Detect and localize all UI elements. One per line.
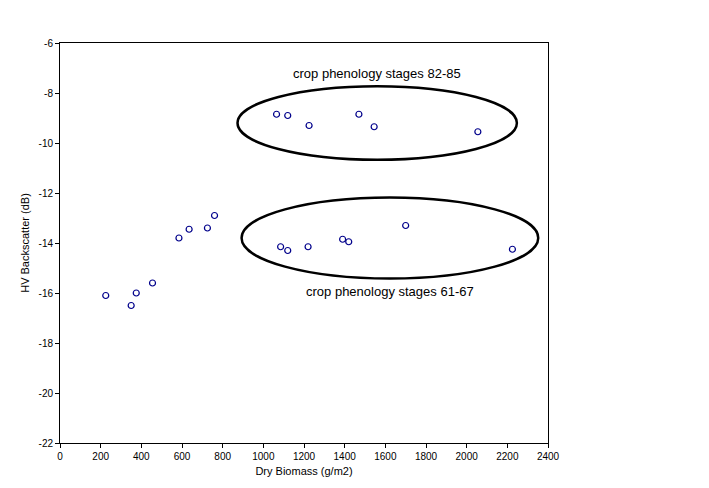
svg-text:800: 800	[214, 451, 231, 462]
svg-text:-10: -10	[39, 138, 54, 149]
svg-text:-8: -8	[44, 88, 53, 99]
svg-text:crop phenology stages 61-67: crop phenology stages 61-67	[306, 284, 474, 299]
svg-text:1400: 1400	[334, 451, 357, 462]
svg-text:HV Backscatter (dB): HV Backscatter (dB)	[19, 193, 31, 293]
svg-text:2200: 2200	[496, 451, 519, 462]
svg-text:200: 200	[92, 451, 109, 462]
svg-text:400: 400	[133, 451, 150, 462]
svg-text:Dry Biomass (g/m2): Dry Biomass (g/m2)	[255, 465, 352, 477]
svg-text:1200: 1200	[293, 451, 316, 462]
svg-text:-12: -12	[39, 188, 54, 199]
svg-text:-14: -14	[39, 238, 54, 249]
svg-text:1000: 1000	[252, 451, 275, 462]
svg-text:-16: -16	[39, 288, 54, 299]
svg-text:1800: 1800	[415, 451, 438, 462]
svg-text:-6: -6	[44, 38, 53, 49]
svg-text:-20: -20	[39, 388, 54, 399]
svg-text:1600: 1600	[374, 451, 397, 462]
svg-text:600: 600	[174, 451, 191, 462]
svg-text:0: 0	[57, 451, 63, 462]
svg-text:2400: 2400	[537, 451, 560, 462]
svg-text:-18: -18	[39, 338, 54, 349]
svg-text:crop phenology stages 82-85: crop phenology stages 82-85	[293, 66, 461, 81]
svg-text:-22: -22	[39, 438, 54, 449]
svg-text:2000: 2000	[456, 451, 479, 462]
